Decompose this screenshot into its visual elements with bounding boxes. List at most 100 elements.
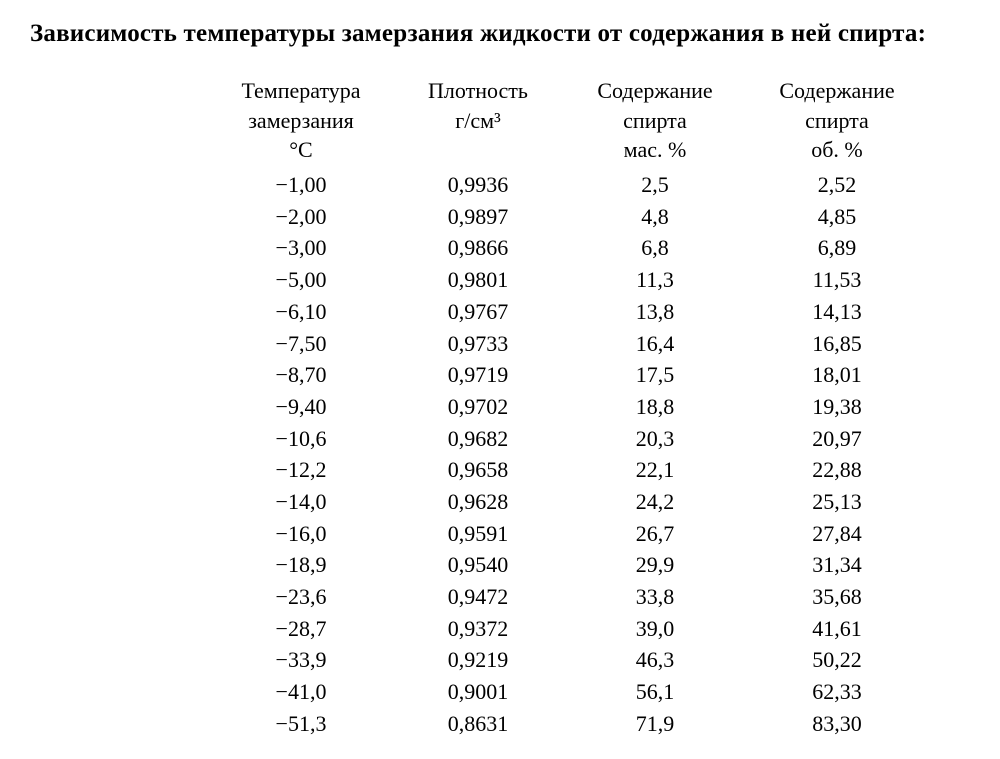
header-text: °C (289, 137, 312, 162)
table-cell: 11,53 (746, 264, 928, 296)
header-text: Содержание (597, 78, 712, 103)
table-cell: −5,00 (210, 264, 392, 296)
page-title: Зависимость температуры замерзания жидко… (30, 20, 970, 48)
table-cell: −28,7 (210, 613, 392, 645)
table-cell: 25,13 (746, 486, 928, 518)
table-cell: 0,9658 (392, 454, 564, 486)
table-cell: 33,8 (564, 581, 746, 613)
table-cell: 0,9628 (392, 486, 564, 518)
table-cell: 22,1 (564, 454, 746, 486)
table-cell: −23,6 (210, 581, 392, 613)
table-cell: −3,00 (210, 232, 392, 264)
table-cell: −16,0 (210, 518, 392, 550)
col-header-mass-percent: Содержание спирта мас. % (564, 76, 746, 169)
table-row: −8,700,971917,518,01 (210, 359, 928, 391)
table-row: −5,000,980111,311,53 (210, 264, 928, 296)
table-cell: −8,70 (210, 359, 392, 391)
header-text: г/см³ (455, 108, 500, 133)
table-row: −18,90,954029,931,34 (210, 549, 928, 581)
table-row: −9,400,970218,819,38 (210, 391, 928, 423)
data-table: Температура замерзания °C Плотность г/см… (210, 76, 928, 739)
table-cell: 29,9 (564, 549, 746, 581)
table-cell: 4,85 (746, 201, 928, 233)
table-cell: −7,50 (210, 328, 392, 360)
header-text: Температура (241, 78, 360, 103)
table-cell: 20,97 (746, 423, 928, 455)
table-row: −10,60,968220,320,97 (210, 423, 928, 455)
table-cell: 22,88 (746, 454, 928, 486)
table-cell: −18,9 (210, 549, 392, 581)
table-cell: 14,13 (746, 296, 928, 328)
table-cell: 2,5 (564, 169, 746, 201)
table-cell: 4,8 (564, 201, 746, 233)
table-cell: −2,00 (210, 201, 392, 233)
table-cell: 13,8 (564, 296, 746, 328)
table-cell: 18,01 (746, 359, 928, 391)
table-cell: 50,22 (746, 644, 928, 676)
header-text: мас. % (624, 137, 687, 162)
table-cell: −6,10 (210, 296, 392, 328)
table-cell: −33,9 (210, 644, 392, 676)
header-text: спирта (805, 108, 869, 133)
col-header-temperature: Температура замерзания °C (210, 76, 392, 169)
col-header-volume-percent: Содержание спирта об. % (746, 76, 928, 169)
table-cell: 0,9866 (392, 232, 564, 264)
table-cell: 35,68 (746, 581, 928, 613)
table-cell: 0,9936 (392, 169, 564, 201)
table-cell: −9,40 (210, 391, 392, 423)
table-cell: 0,9372 (392, 613, 564, 645)
table-container: Температура замерзания °C Плотность г/см… (210, 76, 970, 739)
table-cell: 0,9682 (392, 423, 564, 455)
table-row: −1,000,99362,52,52 (210, 169, 928, 201)
header-text: замерзания (248, 108, 354, 133)
table-cell: 27,84 (746, 518, 928, 550)
table-cell: 18,8 (564, 391, 746, 423)
table-cell: 41,61 (746, 613, 928, 645)
table-row: −28,70,937239,041,61 (210, 613, 928, 645)
table-cell: 11,3 (564, 264, 746, 296)
table-cell: 0,9001 (392, 676, 564, 708)
table-cell: 46,3 (564, 644, 746, 676)
table-row: −6,100,976713,814,13 (210, 296, 928, 328)
table-row: −41,00,900156,162,33 (210, 676, 928, 708)
table-header-row: Температура замерзания °C Плотность г/см… (210, 76, 928, 169)
table-cell: 2,52 (746, 169, 928, 201)
table-cell: 0,9767 (392, 296, 564, 328)
table-cell: 24,2 (564, 486, 746, 518)
table-row: −23,60,947233,835,68 (210, 581, 928, 613)
header-text: об. % (811, 137, 863, 162)
table-cell: −41,0 (210, 676, 392, 708)
table-cell: 0,9702 (392, 391, 564, 423)
table-cell: 16,85 (746, 328, 928, 360)
table-row: −2,000,98974,84,85 (210, 201, 928, 233)
table-cell: 0,9219 (392, 644, 564, 676)
table-cell: 39,0 (564, 613, 746, 645)
header-text: Содержание (779, 78, 894, 103)
header-text: Плотность (428, 78, 528, 103)
table-row: −16,00,959126,727,84 (210, 518, 928, 550)
table-cell: 0,9591 (392, 518, 564, 550)
table-cell: 62,33 (746, 676, 928, 708)
col-header-density: Плотность г/см³ (392, 76, 564, 169)
table-cell: 20,3 (564, 423, 746, 455)
table-body: −1,000,99362,52,52−2,000,98974,84,85−3,0… (210, 169, 928, 739)
table-cell: 19,38 (746, 391, 928, 423)
table-cell: 6,89 (746, 232, 928, 264)
table-row: −33,90,921946,350,22 (210, 644, 928, 676)
table-row: −7,500,973316,416,85 (210, 328, 928, 360)
table-cell: −14,0 (210, 486, 392, 518)
table-row: −14,00,962824,225,13 (210, 486, 928, 518)
header-text: спирта (623, 108, 687, 133)
table-row: −12,20,965822,122,88 (210, 454, 928, 486)
table-cell: 17,5 (564, 359, 746, 391)
table-cell: 56,1 (564, 676, 746, 708)
table-row: −3,000,98666,86,89 (210, 232, 928, 264)
table-cell: −1,00 (210, 169, 392, 201)
table-cell: 0,9472 (392, 581, 564, 613)
table-cell: 0,9801 (392, 264, 564, 296)
table-cell: 0,9719 (392, 359, 564, 391)
table-cell: 0,9540 (392, 549, 564, 581)
table-cell: 0,9733 (392, 328, 564, 360)
table-cell: 6,8 (564, 232, 746, 264)
table-cell: 0,9897 (392, 201, 564, 233)
